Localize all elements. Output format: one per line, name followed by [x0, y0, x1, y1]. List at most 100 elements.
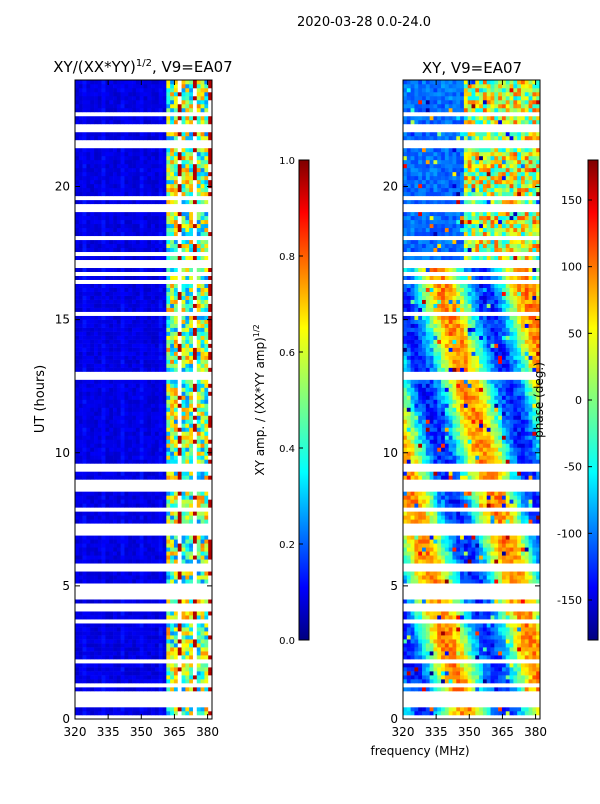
amp-cell — [75, 340, 79, 344]
amp-cell — [121, 643, 125, 647]
amp-cell — [174, 419, 178, 423]
amp-cell — [132, 663, 136, 667]
amp-cell — [201, 711, 205, 715]
amp-cell — [136, 336, 140, 340]
amp-cell — [128, 423, 132, 427]
amp-cell — [124, 276, 128, 280]
amp-cell — [109, 156, 113, 160]
amp-cell — [140, 156, 144, 160]
amp-cell — [170, 296, 174, 300]
phase-cell — [437, 651, 441, 655]
amp-cell — [113, 547, 117, 551]
phase-cell — [506, 679, 510, 683]
amp-cell — [147, 611, 151, 615]
amp-cell — [136, 160, 140, 164]
amp-ytick-label: 10 — [55, 446, 70, 460]
amp-cell — [204, 623, 208, 627]
amp-cell — [90, 108, 94, 112]
amp-cell — [113, 443, 117, 447]
amp-cell — [163, 451, 167, 455]
amp-cell — [79, 364, 83, 368]
amp-cell — [159, 296, 163, 300]
amp-cell — [121, 687, 125, 691]
amp-cell — [90, 471, 94, 475]
amp-cell — [166, 368, 170, 372]
phase-cell — [403, 635, 407, 639]
amp-cell — [201, 571, 205, 575]
amp-cell — [174, 543, 178, 547]
amp-cell — [105, 244, 109, 248]
amp-cell — [83, 360, 87, 364]
phase-cell — [506, 651, 510, 655]
amp-cell — [86, 148, 90, 152]
amp-cell — [170, 276, 174, 280]
amp-cell — [159, 92, 163, 96]
phase-cell — [430, 675, 434, 679]
amp-cell — [151, 439, 155, 443]
amp-cell — [193, 220, 197, 224]
amp-cell — [147, 336, 151, 340]
amp-cell — [147, 364, 151, 368]
phase-cell — [517, 635, 521, 639]
amp-cell — [178, 320, 182, 324]
amp-cell — [105, 471, 109, 475]
amp-cell — [189, 407, 193, 411]
amp-cell — [113, 292, 117, 296]
amp-cell — [174, 471, 178, 475]
amp-cell — [90, 687, 94, 691]
amp-cell — [113, 212, 117, 216]
amp-cell — [90, 419, 94, 423]
amp-cell — [170, 427, 174, 431]
amp-cell — [170, 256, 174, 260]
amp-cell — [185, 551, 189, 555]
amp-cell — [128, 328, 132, 332]
amp-cell — [86, 296, 90, 300]
amp-cell — [128, 96, 132, 100]
amp-cell — [140, 499, 144, 503]
amp-flagged-row — [75, 112, 212, 116]
amp-cell — [201, 200, 205, 204]
amp-cell — [75, 388, 79, 392]
amp-cell — [166, 423, 170, 427]
phase-cell — [437, 671, 441, 675]
phase-cell — [403, 643, 407, 647]
amp-cell — [197, 96, 201, 100]
amp-cell — [170, 551, 174, 555]
amp-cell — [124, 104, 128, 108]
amp-cell — [144, 360, 148, 364]
amp-cell — [197, 276, 201, 280]
amp-cell — [151, 304, 155, 308]
amp-cell — [117, 499, 121, 503]
amp-cell — [147, 184, 151, 188]
phase-cell — [521, 675, 525, 679]
amp-cell — [117, 443, 121, 447]
amp-cell — [182, 451, 186, 455]
amp-cell — [102, 84, 106, 88]
amp-cell — [201, 679, 205, 683]
amp-cell — [197, 292, 201, 296]
amp-cell — [140, 216, 144, 220]
amp-cell — [94, 212, 98, 216]
phase-cell — [464, 711, 468, 715]
amp-cell — [159, 627, 163, 631]
amp-cell — [185, 671, 189, 675]
amp-cell — [124, 571, 128, 575]
amp-cell — [151, 687, 155, 691]
amp-cell — [144, 268, 148, 272]
amp-cell — [109, 304, 113, 308]
amp-cell — [128, 435, 132, 439]
amp-cell — [147, 248, 151, 252]
phase-cell — [449, 631, 453, 635]
amp-cell — [170, 435, 174, 439]
amp-cell — [102, 471, 106, 475]
amp-cell — [174, 296, 178, 300]
amp-cell — [193, 212, 197, 216]
amp-cell — [178, 100, 182, 104]
amp-cell — [105, 288, 109, 292]
phase-cell — [506, 631, 510, 635]
amp-cell — [193, 503, 197, 507]
amp-cell — [178, 148, 182, 152]
amp-cell — [193, 655, 197, 659]
amp-cell — [102, 611, 106, 615]
amp-cell — [102, 116, 106, 120]
